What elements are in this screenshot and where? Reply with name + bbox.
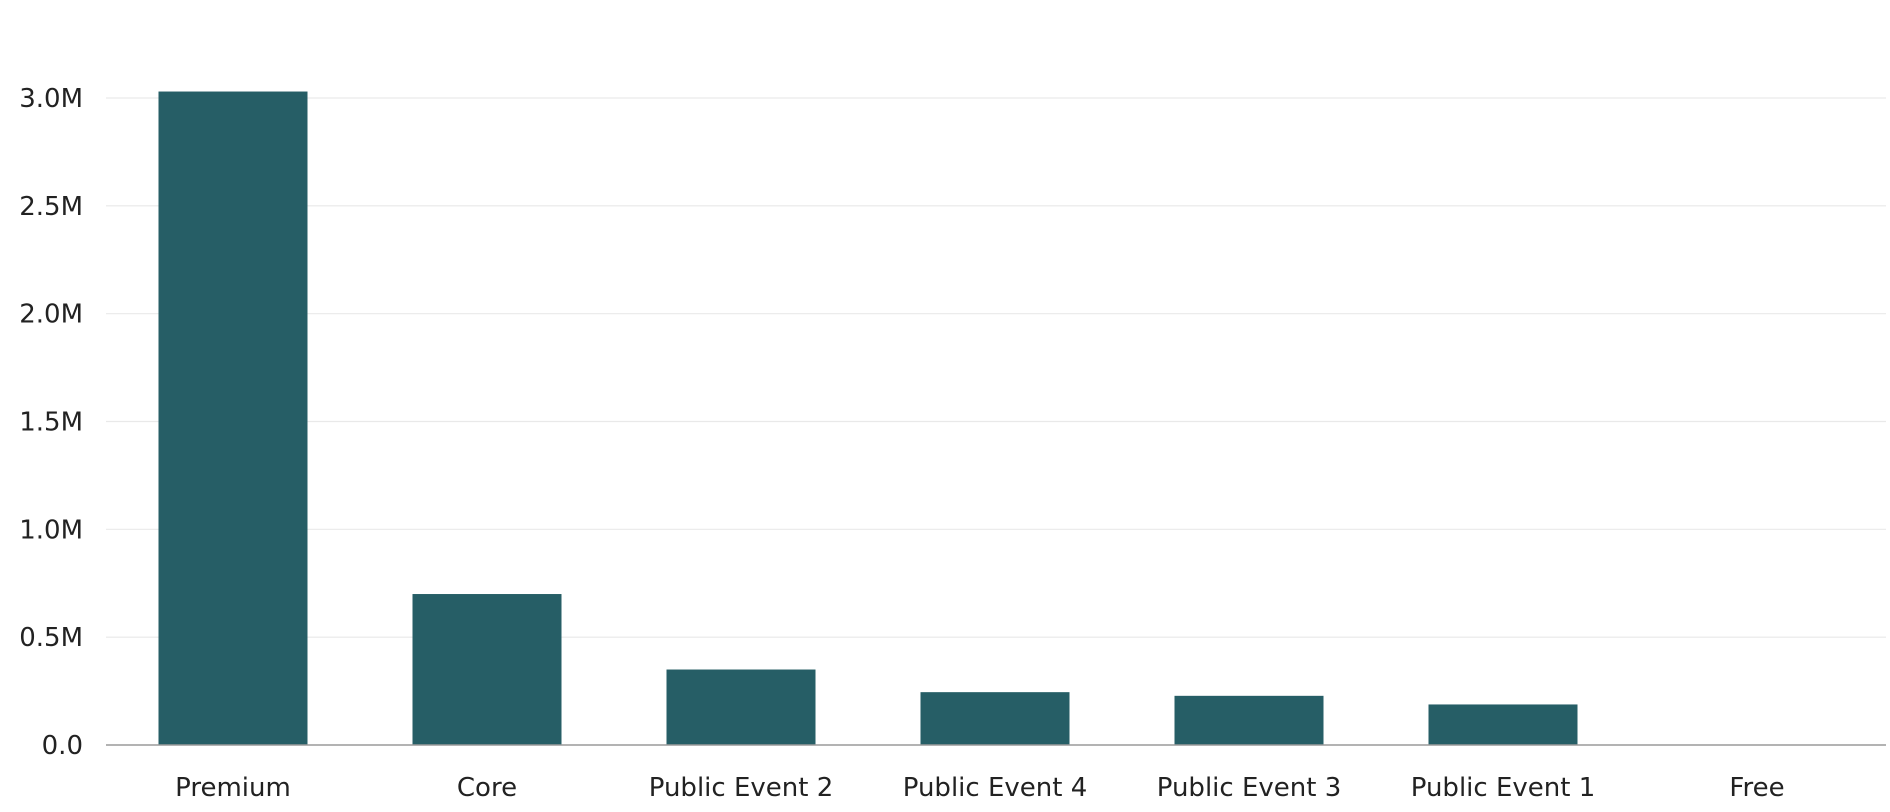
bar-public-event-4[interactable] — [920, 692, 1070, 745]
y-tick-label: 2.0M — [19, 300, 83, 330]
x-tick-label: Public Event 3 — [1157, 773, 1342, 803]
x-tick-label: Public Event 4 — [903, 773, 1088, 803]
y-tick-label: 2.5M — [19, 192, 83, 222]
y-tick-label: 0.5M — [19, 623, 83, 653]
y-axis-ticks: 0.0 0.5M 1.0M 1.5M 2.0M 2.5M 3.0M — [19, 84, 83, 761]
y-tick-label: 0.0 — [42, 731, 83, 761]
x-tick-label: Premium — [175, 773, 291, 803]
x-tick-label: Free — [1729, 773, 1784, 803]
bar-premium[interactable] — [158, 91, 308, 745]
x-tick-label: Core — [457, 773, 517, 803]
y-tick-label: 1.5M — [19, 408, 83, 438]
y-tick-label: 3.0M — [19, 84, 83, 114]
x-axis-ticks: Premium Core Public Event 2 Public Event 4 P… — [175, 773, 1784, 803]
bar-public-event-3[interactable] — [1174, 695, 1324, 745]
bar-public-event-2[interactable] — [666, 669, 816, 745]
x-tick-label: Public Event 2 — [649, 773, 834, 803]
bar-public-event-1[interactable] — [1428, 704, 1578, 745]
x-tick-label: Public Event 1 — [1411, 773, 1596, 803]
bar-core[interactable] — [412, 594, 562, 745]
bars — [158, 91, 1578, 745]
gridlines — [106, 97, 1886, 638]
y-tick-label: 1.0M — [19, 515, 83, 545]
